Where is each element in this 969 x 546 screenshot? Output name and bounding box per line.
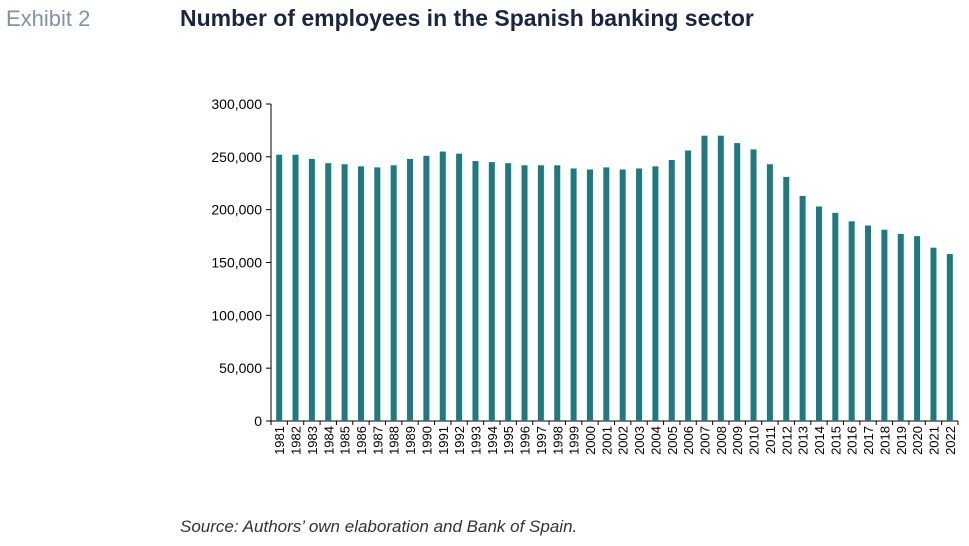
- bar: [636, 168, 643, 421]
- x-tick-label: 2001: [599, 426, 614, 455]
- x-tick-label: 1996: [518, 426, 533, 455]
- bar: [881, 229, 888, 421]
- x-tick-label: 1983: [305, 426, 320, 455]
- x-tick-label: 1981: [272, 426, 287, 455]
- x-tick-label: 2014: [812, 426, 827, 455]
- x-tick-label: 1994: [485, 426, 500, 455]
- x-tick-label: 1991: [436, 426, 451, 455]
- bar: [325, 163, 332, 421]
- x-tick-label: 1998: [550, 426, 565, 455]
- bar: [946, 254, 953, 421]
- bar: [554, 165, 561, 421]
- x-tick-label: 2003: [632, 426, 647, 455]
- bar: [914, 236, 921, 421]
- x-tick-label: 1992: [452, 426, 467, 455]
- bar: [815, 206, 822, 421]
- x-tick-label: 2007: [697, 426, 712, 455]
- bar: [308, 158, 315, 422]
- bar: [783, 176, 790, 421]
- y-tick-label: 150,000: [211, 255, 262, 271]
- bar: [832, 212, 839, 421]
- x-tick-label: 2005: [665, 426, 680, 455]
- bar: [717, 135, 724, 421]
- bar: [865, 225, 872, 421]
- bar: [423, 155, 430, 421]
- x-tick-label: 1982: [289, 426, 304, 455]
- bar: [652, 166, 659, 421]
- y-tick-label: 0: [254, 413, 262, 429]
- x-tick-label: 1985: [338, 426, 353, 455]
- x-tick-label: 2000: [583, 426, 598, 455]
- x-tick-label: 1997: [534, 426, 549, 455]
- bar: [537, 165, 544, 421]
- x-tick-label: 2009: [730, 426, 745, 455]
- bar: [619, 169, 626, 421]
- x-tick-label: 1999: [567, 426, 582, 455]
- bar: [439, 151, 446, 422]
- x-tick-label: 1987: [370, 426, 385, 455]
- chart-title: Number of employees in the Spanish banki…: [180, 5, 754, 31]
- x-tick-label: 2006: [681, 426, 696, 455]
- bar: [848, 221, 855, 421]
- source-note: Source: Authors’ own elaboration and Ban…: [180, 517, 578, 536]
- bar: [456, 153, 463, 421]
- bar: [488, 162, 495, 421]
- bar: [897, 233, 904, 421]
- y-tick-label: 100,000: [211, 307, 262, 323]
- x-tick-label: 2008: [714, 426, 729, 455]
- bar: [357, 166, 364, 421]
- bar: [570, 168, 577, 421]
- x-tick-label: 2018: [877, 426, 892, 455]
- y-tick-label: 300,000: [211, 96, 262, 112]
- x-tick-label: 2022: [943, 426, 958, 455]
- bar: [521, 165, 528, 421]
- y-tick-label: 250,000: [211, 149, 262, 165]
- bar: [292, 154, 299, 421]
- x-tick-label: 2017: [861, 426, 876, 455]
- y-tick-label: 200,000: [211, 202, 262, 218]
- bar: [734, 143, 741, 421]
- x-tick-label: 2004: [648, 426, 663, 455]
- x-tick-label: 2016: [845, 426, 860, 455]
- bar: [701, 135, 708, 421]
- x-tick-label: 2013: [796, 426, 811, 455]
- bar: [586, 169, 593, 421]
- x-tick-label: 1986: [354, 426, 369, 455]
- bar: [505, 163, 512, 421]
- x-tick-label: 2020: [910, 426, 925, 455]
- x-tick-label: 1995: [501, 426, 516, 455]
- y-tick-label: 50,000: [219, 360, 262, 376]
- bar: [750, 149, 757, 422]
- bar: [374, 167, 381, 421]
- x-tick-label: 2019: [894, 426, 909, 455]
- x-tick-label: 2021: [926, 426, 941, 455]
- bar: [668, 160, 675, 421]
- bar: [799, 195, 806, 421]
- bar: [685, 150, 692, 421]
- bar: [472, 161, 479, 421]
- bar: [390, 165, 397, 421]
- bar: [341, 164, 348, 422]
- x-tick-label: 2010: [747, 426, 762, 455]
- bar: [407, 158, 414, 422]
- x-tick-label: 2002: [616, 426, 631, 455]
- x-tick-label: 1989: [403, 426, 418, 455]
- x-tick-label: 1984: [321, 426, 336, 455]
- x-tick-label: 2012: [779, 426, 794, 455]
- bar: [603, 167, 610, 421]
- bar: [930, 247, 937, 421]
- bar: [766, 164, 773, 422]
- x-tick-label: 1990: [419, 426, 434, 455]
- x-tick-label: 2011: [763, 426, 778, 454]
- bar: [276, 154, 283, 421]
- x-tick-label: 1993: [468, 426, 483, 455]
- x-tick-label: 1988: [387, 426, 402, 455]
- x-tick-label: 2015: [828, 426, 843, 455]
- exhibit-label: Exhibit 2: [6, 6, 91, 31]
